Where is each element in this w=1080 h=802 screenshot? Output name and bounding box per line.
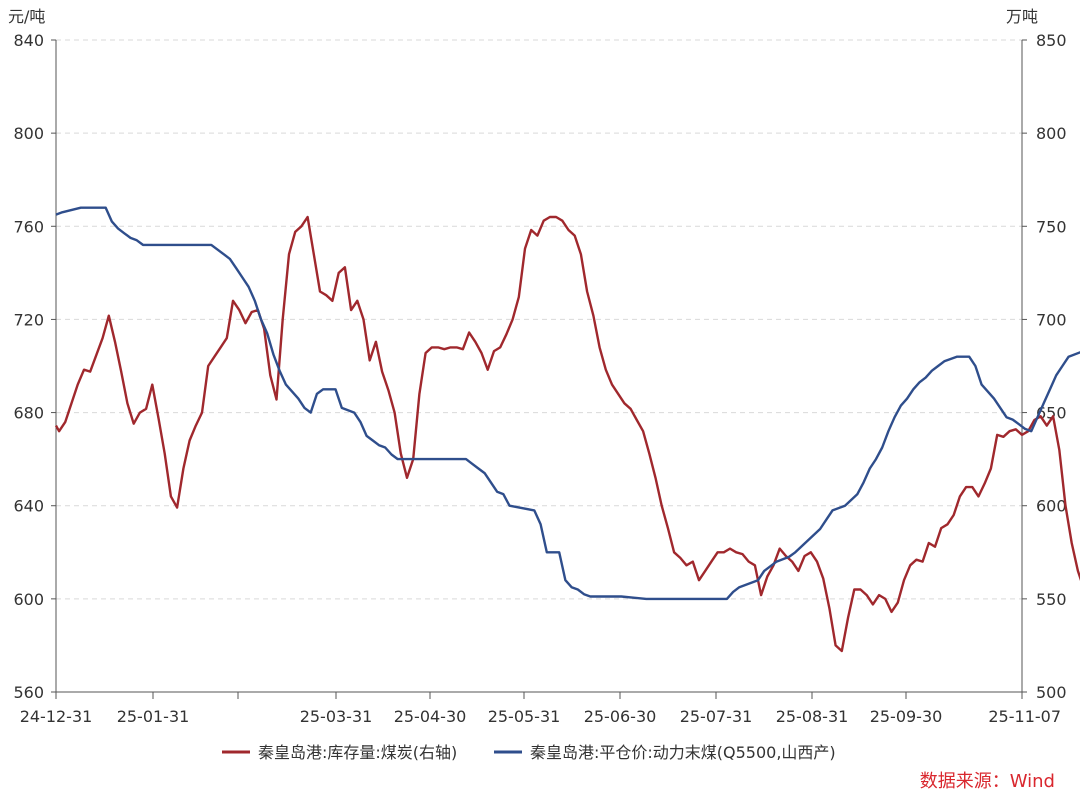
left-tick-label: 680	[13, 404, 44, 423]
x-tick-label: 25-03-31	[300, 707, 373, 726]
left-tick-label: 600	[13, 590, 44, 609]
right-tick-label: 600	[1036, 497, 1067, 516]
x-tick-label: 24-12-31	[20, 707, 93, 726]
right-tick-label: 550	[1036, 590, 1067, 609]
right-tick-label: 650	[1036, 404, 1067, 423]
right-axis-unit: 万吨	[1006, 7, 1038, 26]
left-tick-label: 720	[13, 310, 44, 329]
data-source: 数据来源：Wind	[920, 771, 1055, 792]
left-tick-label: 640	[13, 497, 44, 516]
left-tick-label: 840	[13, 31, 44, 50]
legend: 秦皇岛港:库存量:煤炭(右轴) 秦皇岛港:平仓价:动力末煤(Q5500,山西产)	[222, 743, 836, 762]
gridlines	[56, 39, 1022, 600]
right-tick-label: 700	[1036, 310, 1067, 329]
left-axis-unit: 元/吨	[8, 7, 45, 26]
axes: 560 600 640 680 720 760 800 840 500 550 600 650 700 7…	[13, 31, 1066, 726]
legend-label: 秦皇岛港:库存量:煤炭(右轴)	[258, 743, 457, 762]
left-tick-label: 760	[13, 217, 44, 236]
series-lines	[54, 206, 1080, 653]
legend-label: 秦皇岛港:平仓价:动力末煤(Q5500,山西产)	[530, 743, 836, 762]
x-tick-label: 25-07-31	[680, 707, 753, 726]
x-tick-label: 25-11-07	[988, 707, 1061, 726]
right-tick-label: 850	[1036, 31, 1067, 50]
x-tick-label: 25-09-30	[870, 707, 943, 726]
x-tick-label: 25-04-30	[394, 707, 467, 726]
x-tick-label: 25-06-30	[584, 707, 657, 726]
right-tick-label: 800	[1036, 124, 1067, 143]
series-line-price	[55, 206, 1080, 601]
x-tick-label: 25-08-31	[776, 707, 849, 726]
series-line-inventory	[54, 215, 1080, 653]
x-tick-label: 25-01-31	[117, 707, 190, 726]
right-tick-label: 500	[1036, 683, 1067, 702]
right-tick-label: 750	[1036, 217, 1067, 236]
left-tick-label: 560	[13, 683, 44, 702]
x-tick-label: 25-05-31	[488, 707, 561, 726]
left-tick-label: 800	[13, 124, 44, 143]
